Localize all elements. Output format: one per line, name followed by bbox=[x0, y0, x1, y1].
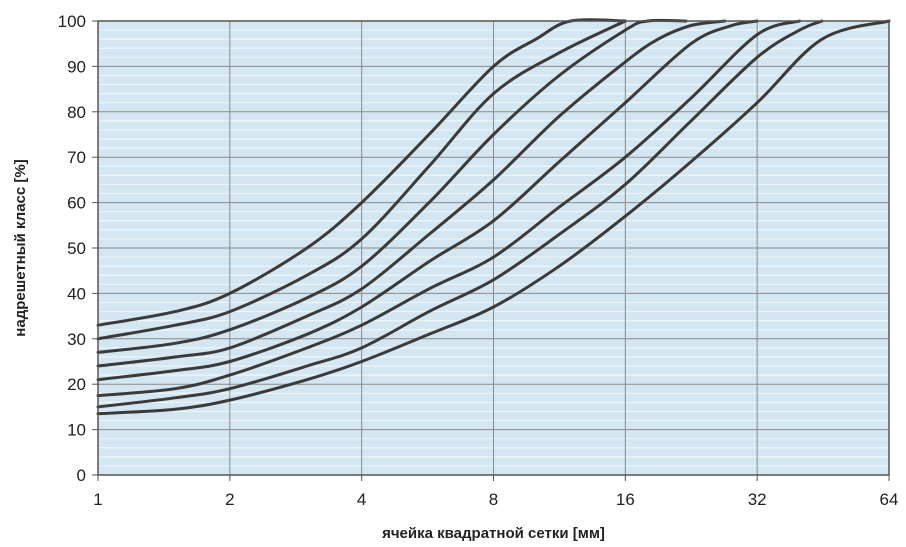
series-line-2 bbox=[96, 19, 627, 341]
series-line-3 bbox=[96, 18, 688, 354]
y-tick-label: 30 bbox=[67, 330, 86, 349]
x-axis-ticks: 1 2 4 8 16 32 64 bbox=[93, 475, 898, 509]
y-tick-label: 10 bbox=[67, 421, 86, 440]
x-tick-label: 4 bbox=[357, 490, 366, 509]
y-tick-label: 80 bbox=[67, 103, 86, 122]
y-tick-label: 90 bbox=[67, 57, 86, 76]
series-line-5 bbox=[96, 19, 759, 382]
y-tick-label: 70 bbox=[67, 148, 86, 167]
x-axis-title: ячейка квадратной сетки [мм] bbox=[382, 525, 605, 542]
major-gridlines bbox=[98, 21, 889, 475]
series-line-1 bbox=[96, 18, 627, 327]
y-axis-ticks: 0 10 20 30 40 50 60 70 80 90 100 bbox=[58, 12, 98, 485]
series-lines bbox=[96, 18, 891, 416]
y-tick-label: 50 bbox=[67, 239, 86, 258]
x-tick-label: 2 bbox=[225, 490, 234, 509]
series-line-4 bbox=[96, 19, 727, 368]
x-tick-label: 64 bbox=[880, 490, 899, 509]
series-line-7 bbox=[96, 19, 824, 409]
x-tick-label: 1 bbox=[93, 490, 102, 509]
series-line-6 bbox=[96, 19, 802, 398]
x-tick-label: 8 bbox=[489, 490, 498, 509]
y-tick-label: 100 bbox=[58, 12, 86, 31]
x-tick-label: 16 bbox=[616, 490, 635, 509]
y-axis-title: надрешетный класс [%] bbox=[12, 159, 29, 336]
y-tick-label: 40 bbox=[67, 284, 86, 303]
x-tick-label: 32 bbox=[748, 490, 767, 509]
y-tick-label: 60 bbox=[67, 194, 86, 213]
series-line-8 bbox=[96, 19, 891, 416]
y-tick-label: 0 bbox=[77, 466, 86, 485]
y-tick-label: 20 bbox=[67, 375, 86, 394]
